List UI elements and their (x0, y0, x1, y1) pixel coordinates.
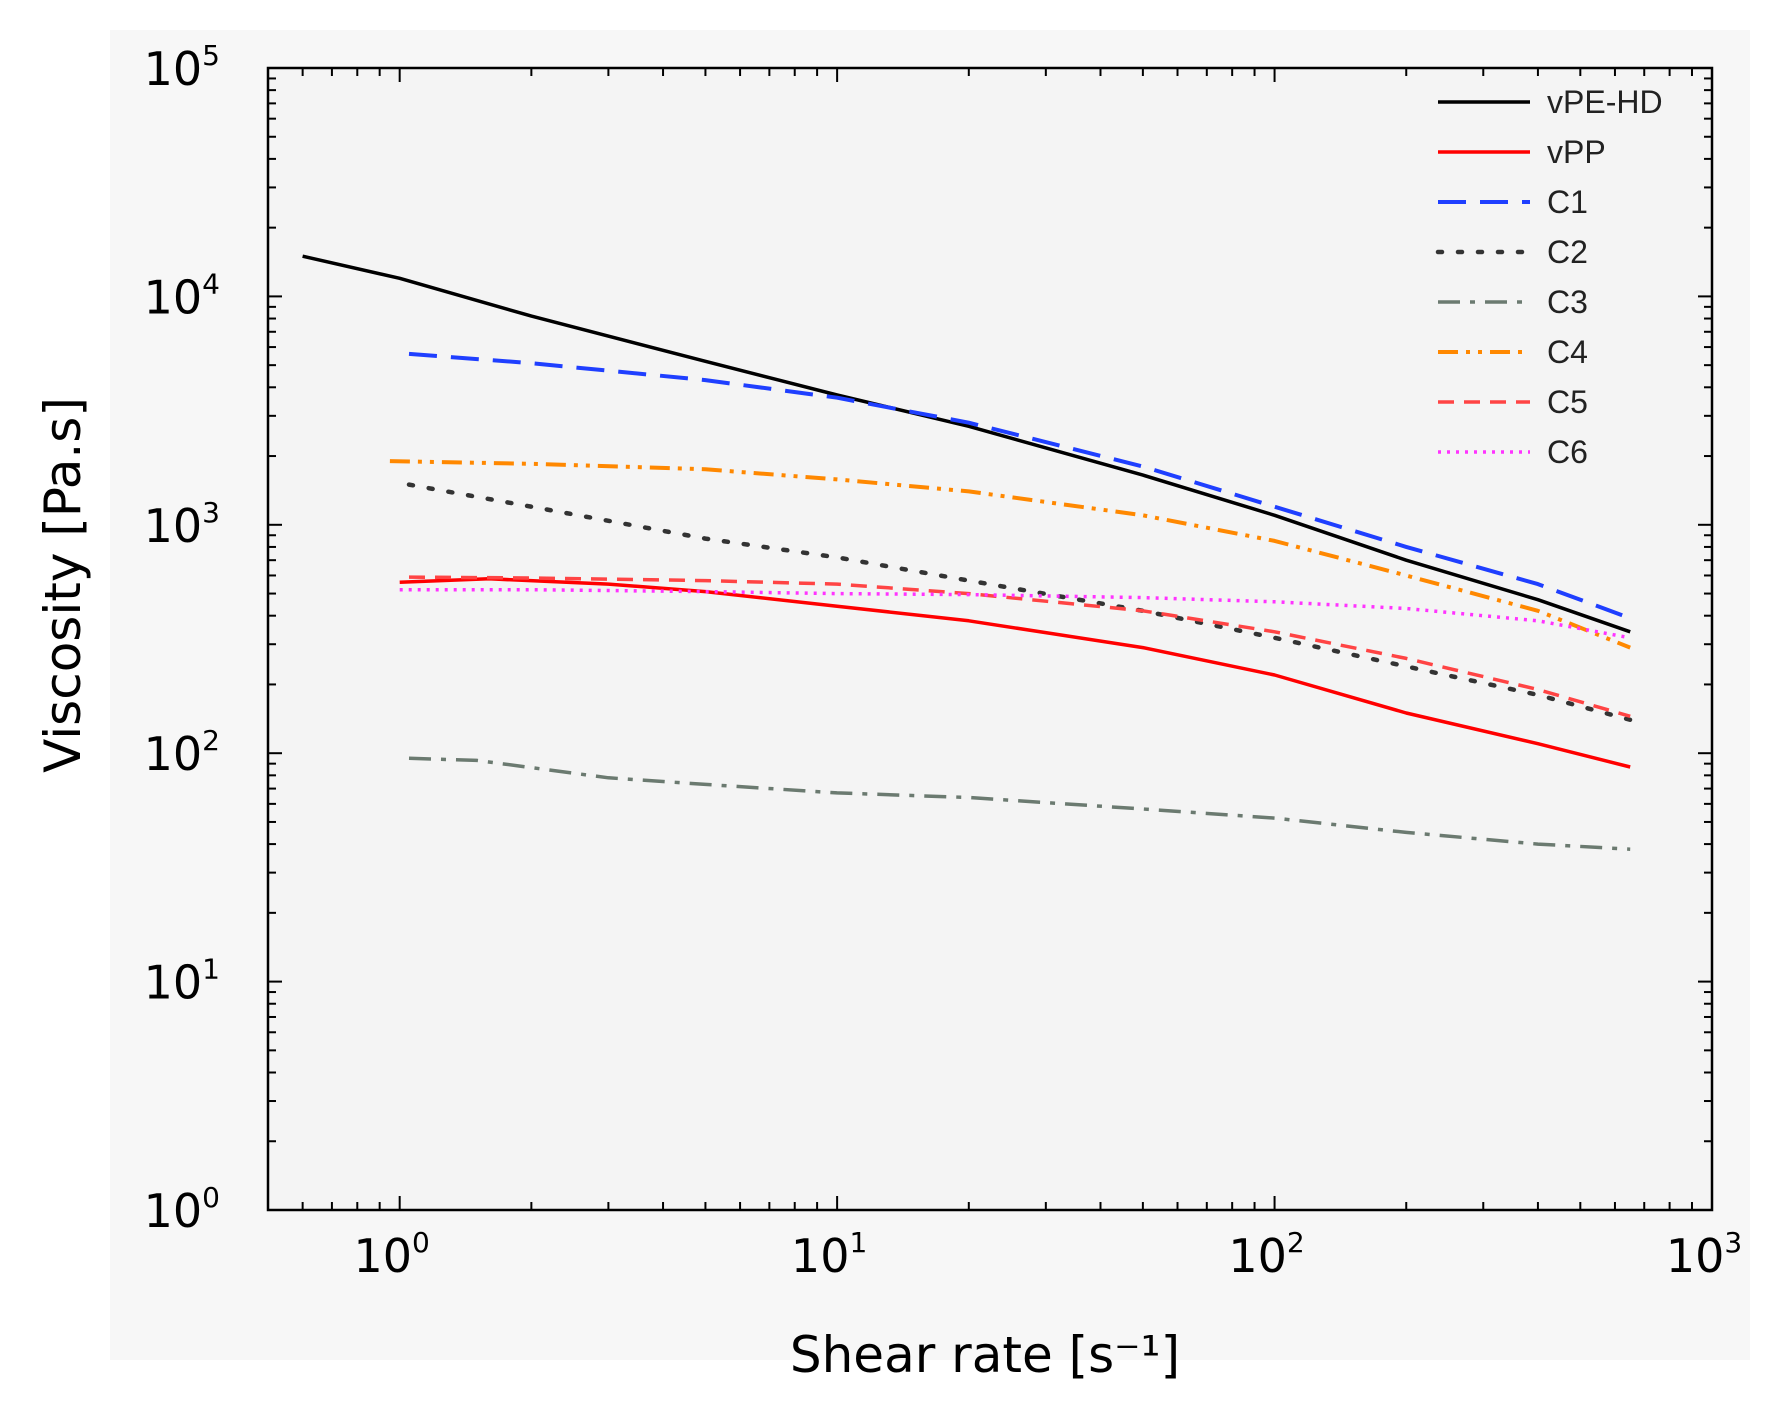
y-tick-label: 102 (144, 724, 220, 781)
y-tick-label: 104 (144, 267, 220, 324)
x-tick-exponent: 1 (849, 1226, 867, 1259)
y-tick-base: 10 (144, 499, 203, 553)
y-tick-exponent: 0 (202, 1181, 220, 1214)
x-tick-exponent: 0 (412, 1226, 430, 1259)
x-tick-base: 10 (791, 1229, 850, 1283)
x-tick-exponent: 3 (1724, 1226, 1742, 1259)
series-line-c5 (408, 575, 1631, 718)
legend-label-c5: C5 (1547, 384, 1588, 420)
y-axis-title: Viscosity [Pa.s] (34, 397, 92, 773)
x-tick-base: 10 (1228, 1229, 1287, 1283)
x-tick-label: 103 (1666, 1226, 1742, 1283)
x-axis-title: Shear rate [s⁻¹] (790, 1326, 1180, 1384)
legend-label-c6: C6 (1547, 434, 1588, 470)
series-group (302, 254, 1633, 851)
y-tick-base: 10 (144, 1184, 203, 1238)
plot-background (268, 68, 1712, 1210)
y-tick-exponent: 4 (202, 267, 220, 300)
y-tick-base: 10 (144, 42, 203, 96)
x-tick-label: 101 (791, 1226, 867, 1283)
y-tick-base: 10 (144, 727, 203, 781)
y-tick-exponent: 3 (202, 496, 220, 529)
y-tick-exponent: 1 (202, 953, 220, 986)
x-tick-label: 100 (353, 1226, 429, 1283)
legend-label-vpp: vPP (1547, 134, 1606, 170)
x-tick-exponent: 2 (1287, 1226, 1305, 1259)
plot-frame (266, 66, 1714, 1212)
y-tick-label: 100 (144, 1181, 220, 1238)
legend: vPE-HD vPP C1 C2 C3 C4 C5 C6 (1435, 84, 1663, 470)
series-line-vpp (399, 577, 1631, 769)
x-tick-base: 10 (1666, 1229, 1725, 1283)
legend-label-c2: C2 (1547, 234, 1588, 270)
series-line-c3 (408, 756, 1631, 851)
series-line-vpe-hd (302, 254, 1631, 634)
series-line-c6 (399, 587, 1631, 640)
y-tick-base: 10 (144, 956, 203, 1010)
series-line-c1 (408, 351, 1631, 621)
plot-area (268, 68, 1712, 1210)
legend-label-c1: C1 (1547, 184, 1588, 220)
x-tick-base: 10 (353, 1229, 412, 1283)
y-tick-label: 103 (144, 496, 220, 553)
y-tick-label: 101 (144, 953, 220, 1010)
legend-label-c3: C3 (1547, 284, 1588, 320)
y-tick-label: 105 (144, 39, 220, 96)
series-line-c2 (406, 482, 1633, 723)
x-tick-label: 102 (1228, 1226, 1304, 1283)
y-tick-base: 10 (144, 270, 203, 324)
y-tick-exponent: 5 (202, 39, 220, 72)
y-tick-exponent: 2 (202, 724, 220, 757)
series-line-c4 (389, 459, 1631, 650)
legend-label-c4: C4 (1547, 334, 1588, 370)
legend-label-vpe-hd: vPE-HD (1547, 84, 1663, 120)
